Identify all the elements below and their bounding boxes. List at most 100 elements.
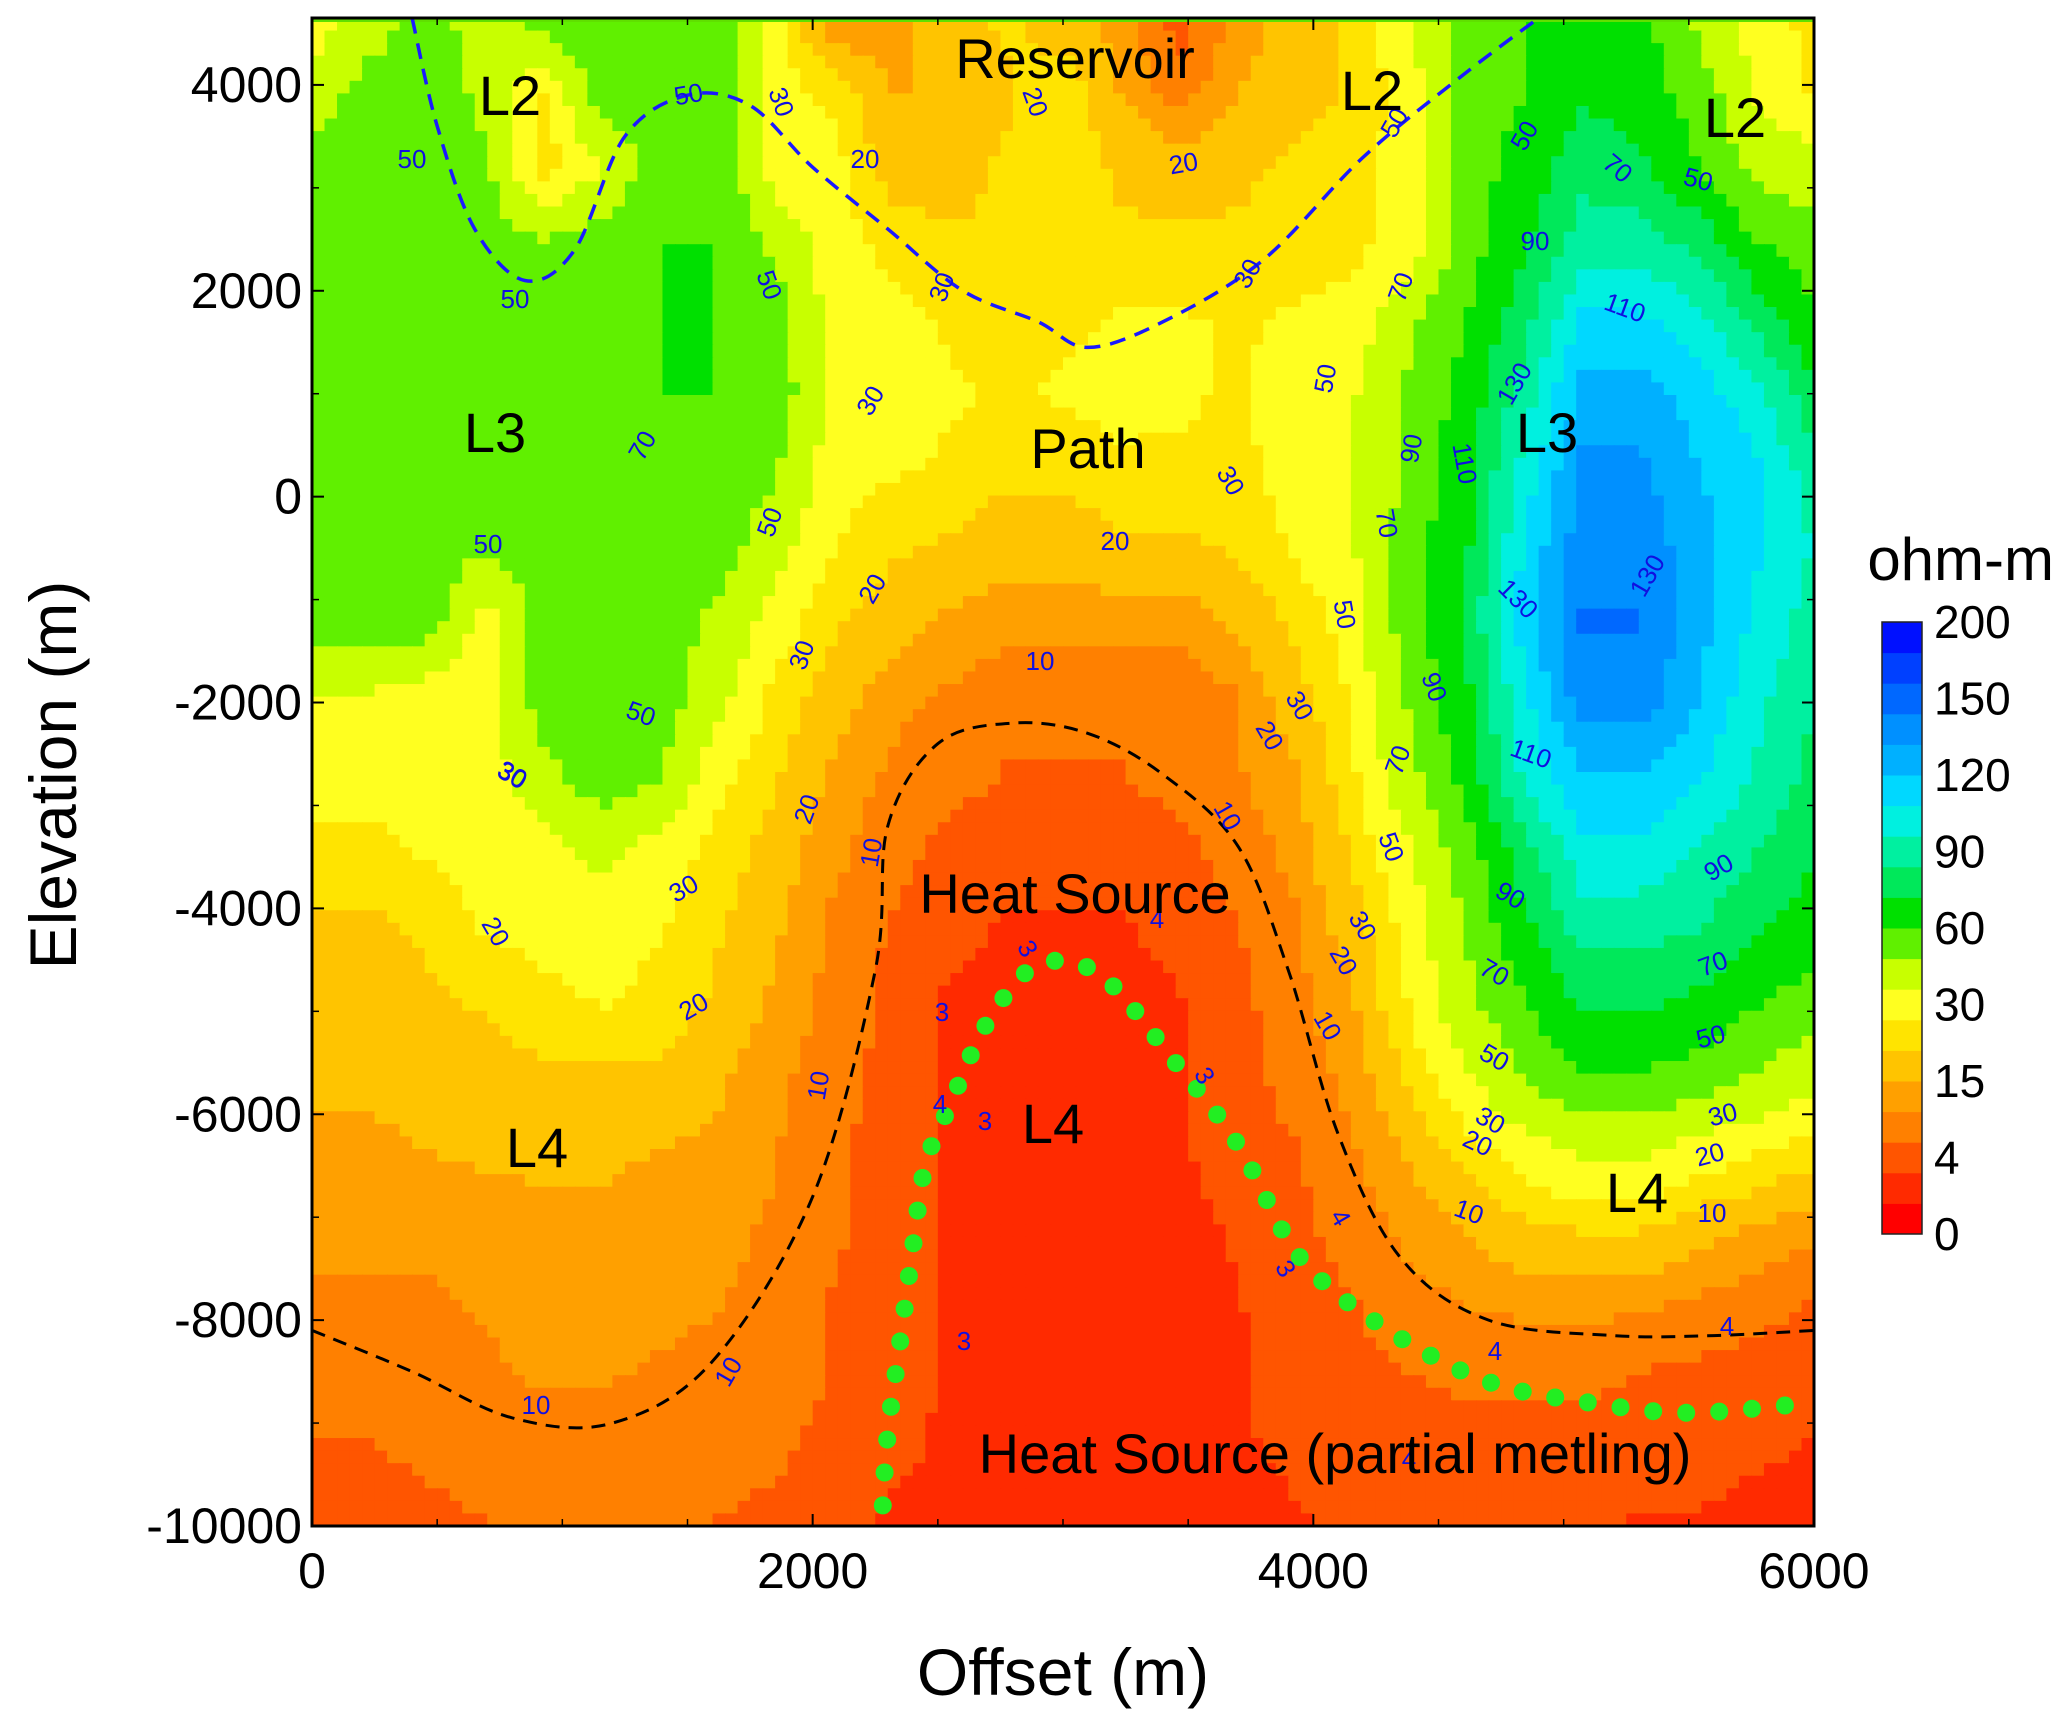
field-cell [962,244,977,258]
field-cell [1788,168,1803,183]
field-cell [462,193,476,208]
field-cell [1651,432,1665,447]
field-cell [1676,131,1690,145]
field-cell [1638,407,1653,421]
field-cell [837,395,852,409]
field-cell [1663,244,1678,258]
field-cell [1263,143,1277,158]
field-cell [1050,168,1064,183]
field-cell [762,168,776,183]
field-cell [387,131,401,145]
field-cell [1275,281,1290,296]
field-cell [1501,457,1515,472]
field-cell [1300,93,1315,107]
field-cell [587,43,601,57]
field-cell [1501,30,1515,44]
field-cell [1563,307,1577,321]
field-cell [1538,520,1552,535]
field-cell [612,344,626,359]
field-cell [662,131,676,145]
field-cell [337,294,351,308]
field-cell [837,143,852,158]
field-cell [374,244,388,258]
field-cell [1012,68,1027,82]
field-cell [437,118,451,132]
field-cell [1425,382,1440,396]
field-cell [512,332,526,346]
field-cell [424,269,438,283]
field-cell [900,495,914,509]
field-cell [499,206,514,220]
field-cell [1676,407,1690,421]
field-cell [412,395,426,409]
field-cell [1451,55,1465,70]
field-cell [925,131,939,145]
field-cell [599,420,614,434]
field-cell [1113,344,1127,359]
field-cell [987,457,1002,472]
field-cell [1551,30,1565,44]
field-cell [549,55,564,70]
field-cell [1175,80,1189,95]
field-cell [1325,55,1340,70]
field-cell [1150,55,1164,70]
field-cell [399,344,413,359]
field-cell [1238,432,1252,447]
field-cell [349,181,363,195]
field-cell [950,432,964,447]
field-cell [925,206,939,220]
field-cell [1350,332,1365,346]
field-cell [812,193,826,208]
field-cell [1375,457,1390,472]
field-cell [1451,520,1465,535]
field-cell [975,332,989,346]
field-cell [700,520,714,535]
field-cell [1288,319,1302,333]
field-cell [449,470,463,484]
field-cell [412,93,426,107]
field-cell [1463,357,1477,371]
field-cell [1238,206,1252,220]
field-cell [1626,407,1640,421]
field-cell [349,219,363,233]
field-cell [950,118,964,132]
field-cell [1100,43,1114,57]
field-cell [1563,80,1577,95]
field-cell [437,382,451,396]
field-cell [537,281,551,296]
field-cell [512,68,526,82]
field-cell [1701,457,1715,472]
field-cell [1538,482,1552,497]
field-cell [1363,181,1377,195]
field-cell [950,520,964,535]
field-cell [1363,420,1377,434]
field-cell [1238,395,1252,409]
field-cell [462,319,476,333]
field-cell [812,294,826,308]
field-cell [1551,382,1565,396]
field-cell [950,156,964,170]
field-cell [1738,357,1753,371]
field-cell [1150,143,1164,158]
field-cell [362,219,376,233]
field-cell [1012,168,1027,183]
field-cell [1012,93,1027,107]
field-cell [1288,420,1302,434]
field-cell [474,382,489,396]
field-cell [1763,168,1778,183]
field-cell [349,118,363,132]
field-cell [449,231,463,245]
field-cell [549,357,564,371]
field-cell [925,80,939,95]
field-cell [587,319,601,333]
field-cell [700,319,714,333]
field-cell [1413,93,1427,107]
field-cell [599,281,614,296]
field-cell [787,407,801,421]
field-cell [1588,395,1603,409]
field-cell [737,193,751,208]
field-cell [424,357,438,371]
field-cell [1626,508,1640,522]
field-cell [312,533,326,547]
field-cell [1400,30,1415,44]
